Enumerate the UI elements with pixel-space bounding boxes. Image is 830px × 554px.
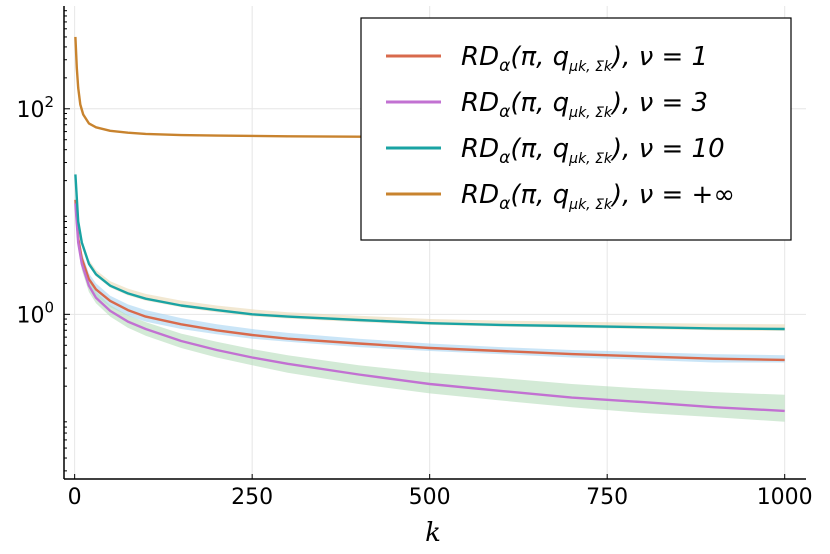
legend-label: RDα(π, qμk, Σk), ν = 10	[461, 134, 725, 168]
series-3-line	[74, 174, 785, 331]
legend-label: RDα(π, qμk, Σk), ν = 3	[461, 88, 708, 122]
x-tick-label: 250	[231, 485, 273, 510]
x-tick-label: 0	[68, 485, 82, 510]
legend: RDα(π, qμk, Σk), ν = 1 RDα(π, qμk, Σk), ν…	[360, 17, 792, 241]
y-tick-label: 102	[16, 93, 54, 123]
series-1-line	[74, 199, 785, 362]
x-tick-label: 1000	[757, 485, 813, 510]
confidence-bands	[75, 172, 785, 422]
x-axis-label: k	[425, 518, 441, 548]
x-tick-label: 500	[409, 485, 451, 510]
x-tick-label: 750	[586, 485, 628, 510]
series-2-line	[74, 203, 785, 413]
axes	[63, 6, 806, 480]
y-tick-label: 100	[16, 298, 54, 328]
legend-label: RDα(π, qμk, Σk), ν = 1	[461, 42, 708, 76]
series-2-band	[75, 198, 785, 422]
tick-labels: 0 250 500 750 1000 100 102	[16, 93, 812, 510]
legend-label: RDα(π, qμk, Σk), ν = +∞	[461, 180, 735, 214]
legend-box	[360, 17, 792, 241]
